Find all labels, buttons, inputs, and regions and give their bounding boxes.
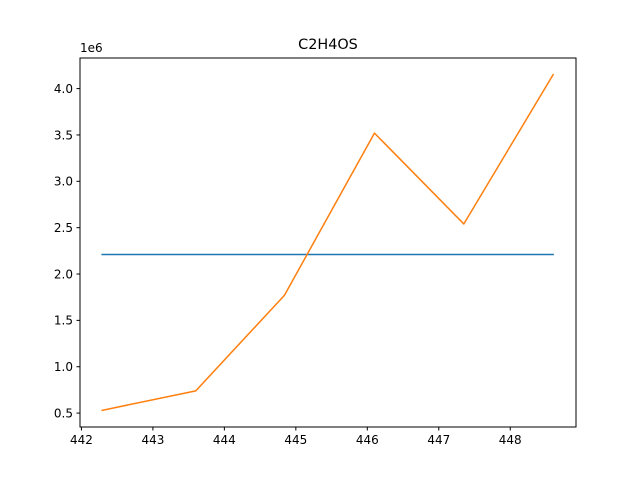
y-axis-offset-label: 1e6 — [80, 41, 103, 55]
y-tick-label: 1.0 — [54, 360, 73, 374]
x-tick-label: 442 — [70, 433, 93, 447]
axes-frame — [79, 57, 577, 428]
x-tick-label: 444 — [213, 433, 236, 447]
chart-title: C2H4OS — [298, 37, 358, 53]
y-tick-label: 2.0 — [54, 267, 73, 281]
y-tick-label: 2.5 — [54, 221, 73, 235]
series-2-line — [101, 73, 555, 412]
y-tick-label: 1.5 — [54, 314, 73, 328]
x-tick-label: 445 — [284, 433, 307, 447]
x-tick-label: 448 — [499, 433, 522, 447]
x-tick-label: 446 — [356, 433, 379, 447]
x-tick-label: 443 — [141, 433, 164, 447]
x-axis: 442 443 444 445 446 447 448 — [70, 427, 522, 447]
y-axis: 0.5 1.0 1.5 2.0 2.5 3.0 3.5 4.0 — [54, 82, 80, 420]
series-layer — [101, 73, 555, 412]
y-tick-label: 0.5 — [54, 406, 73, 420]
y-tick-label: 3.5 — [54, 128, 73, 142]
y-tick-label: 4.0 — [54, 82, 73, 96]
x-tick-label: 447 — [427, 433, 450, 447]
y-tick-label: 3.0 — [54, 175, 73, 189]
